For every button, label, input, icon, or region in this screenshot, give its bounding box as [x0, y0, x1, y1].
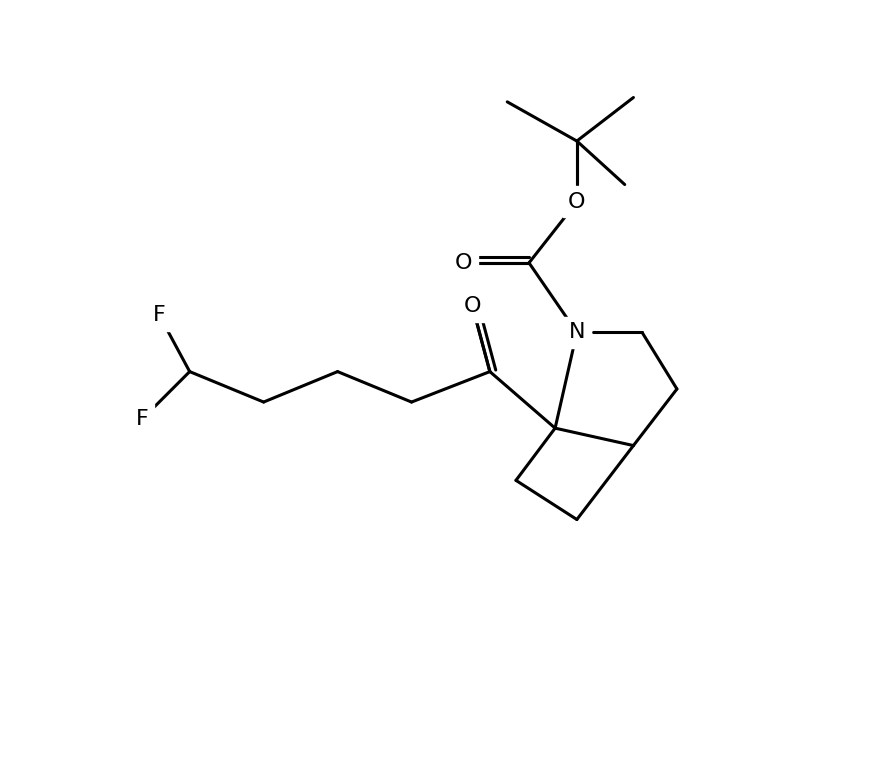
Text: O: O — [568, 192, 585, 212]
Text: F: F — [153, 303, 165, 324]
Text: O: O — [464, 296, 481, 317]
Text: N: N — [568, 322, 585, 342]
Text: O: O — [462, 296, 479, 317]
Text: F: F — [135, 412, 149, 431]
Text: O: O — [568, 192, 585, 212]
Text: F: F — [153, 305, 165, 325]
Text: O: O — [453, 253, 471, 273]
Text: O: O — [455, 253, 473, 273]
Text: N: N — [568, 322, 585, 342]
Text: F: F — [135, 409, 149, 429]
